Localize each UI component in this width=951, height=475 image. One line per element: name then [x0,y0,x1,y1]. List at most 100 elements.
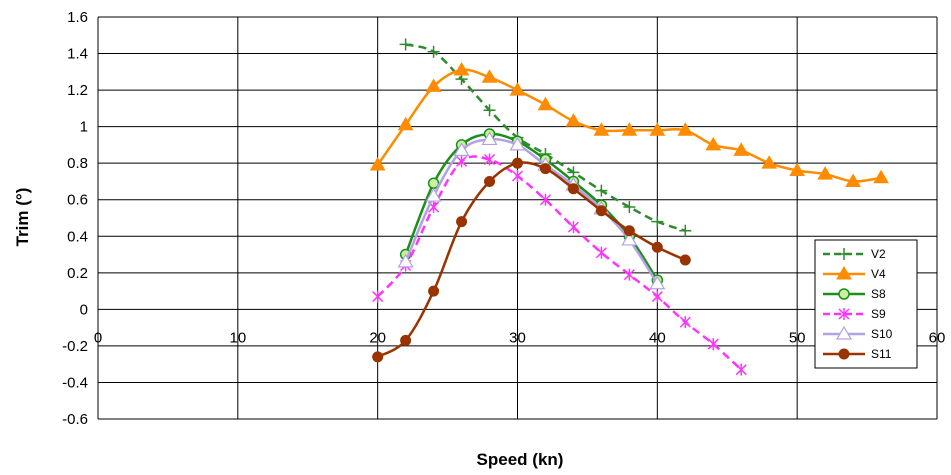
x-tick-label: 20 [369,329,386,346]
x-tick-label: 40 [649,329,666,346]
data-point [836,266,852,280]
data-point [481,131,498,146]
data-point [372,290,384,303]
data-point [679,316,691,329]
series-v4 [369,61,889,187]
x-tick-label: 10 [229,329,246,346]
data-point [623,225,635,237]
data-point [735,363,747,376]
data-point [621,231,638,246]
data-point [838,248,850,260]
data-point [397,253,414,268]
x-tick-label: 30 [509,329,526,346]
legend-label: S9 [871,307,886,321]
series-line [404,137,659,285]
data-point [427,45,440,58]
data-point [512,157,523,169]
legend-item: V4 [823,266,886,281]
x-tick-labels: 0 10 20 30 40 50 60 [94,329,946,346]
data-point [539,193,551,206]
data-point [397,116,414,131]
data-point [593,122,610,136]
data-point [679,224,692,237]
data-point [567,183,579,195]
data-point [453,61,470,76]
data-point [456,155,468,168]
y-tick-label: -0.2 [62,338,88,355]
data-point [453,142,470,156]
data-point [509,82,526,96]
y-tick-label: -0.6 [62,411,88,428]
legend-item: S9 [823,307,886,321]
data-point [623,201,636,214]
series-s8 [399,128,664,286]
data-point [428,285,440,297]
x-axis-title: Speed (kn) [477,450,564,469]
legend-label: V2 [871,247,886,261]
data-point [679,254,691,266]
legend-item: V2 [823,247,886,261]
data-point [817,166,834,180]
legend-item: S8 [823,287,886,301]
y-axis-title: Trim (°) [13,188,32,247]
data-point [621,122,638,136]
data-point [651,290,663,303]
data-point [705,136,722,151]
data-point [838,348,850,360]
data-point [481,69,498,83]
x-tick-label: 50 [789,329,806,346]
y-tick-label: 0.6 [67,192,88,209]
data-point [484,153,496,166]
data-point [400,334,412,346]
data-point [539,163,551,175]
series-line [405,43,686,232]
data-point [623,268,635,281]
x-tick-label: 60 [929,329,946,346]
series-lines [369,38,889,376]
data-point [838,308,850,320]
y-tick-label: 0.4 [67,228,88,245]
data-point [649,122,666,136]
grid-lines [97,16,938,420]
series-line [404,132,659,281]
data-point [565,113,582,127]
data-point [651,241,663,253]
legend-label: V4 [871,267,886,281]
data-point [649,275,666,290]
data-point [707,338,719,351]
data-point [595,246,607,259]
y-tick-label: 1.2 [67,82,88,99]
series-line [377,161,686,358]
data-point [789,162,806,176]
y-tick-label: 0.8 [67,155,88,172]
y-tick-label: 0.2 [67,265,88,282]
legend-label: S8 [871,287,886,301]
data-point [372,351,384,363]
data-point [677,122,694,136]
data-point [425,187,442,202]
legend-box [814,239,918,369]
data-point [733,142,750,156]
series-s11 [372,157,691,363]
legend-label: S10 [871,327,893,341]
series-s10 [397,131,666,290]
data-point [369,157,386,171]
legend-item: S11 [823,347,892,361]
data-point [838,288,850,300]
y-tick-label: 1.4 [67,46,88,63]
data-point [651,215,664,228]
data-point [873,169,889,184]
y-tick-label: 1 [80,119,88,136]
data-point [483,104,496,117]
data-point [835,325,853,340]
data-point [845,173,861,187]
y-tick-labels: 1.6 1.4 1.2 1 0.8 0.6 0.4 0.2 0 -0.2 -0.4 -0.6 [62,9,88,428]
legend-label: S11 [871,347,892,361]
y-tick-label: 0 [80,301,88,318]
data-point [456,216,468,228]
x-tick-label: 0 [94,329,102,346]
series-v2 [399,38,692,237]
legend: V2 V4 S8 S9 S10 S11 [814,239,918,369]
data-point [399,38,412,51]
